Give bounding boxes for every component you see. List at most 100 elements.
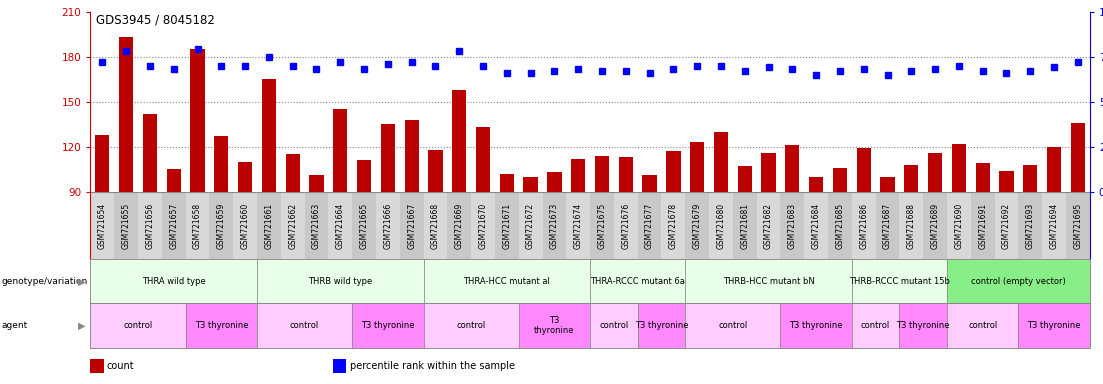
Bar [1065, 192, 1090, 259]
Text: T3 thyronine: T3 thyronine [897, 321, 950, 330]
Bar [852, 192, 876, 259]
Bar [757, 192, 781, 259]
Bar [214, 136, 228, 192]
Text: THRB-RCCC mutant 15b: THRB-RCCC mutant 15b [849, 277, 950, 286]
Bar [995, 192, 1018, 259]
Bar [785, 146, 800, 192]
Text: GSM721677: GSM721677 [645, 202, 654, 249]
Bar [261, 79, 276, 192]
Text: control: control [124, 321, 152, 330]
Bar [971, 192, 995, 259]
Bar [923, 192, 947, 259]
Bar [95, 135, 109, 192]
Bar [571, 159, 586, 192]
Text: GSM721658: GSM721658 [193, 202, 202, 249]
Text: GSM721684: GSM721684 [812, 202, 821, 249]
Text: control: control [718, 321, 748, 330]
Text: genotype/variation: genotype/variation [1, 277, 87, 286]
Bar [405, 120, 419, 192]
Bar [452, 90, 467, 192]
Bar [1071, 123, 1085, 192]
Text: T3 thyronine: T3 thyronine [361, 321, 415, 330]
Bar [662, 192, 685, 259]
Bar [619, 157, 633, 192]
Text: GSM721659: GSM721659 [217, 202, 226, 249]
Bar [880, 177, 895, 192]
Bar [352, 192, 376, 259]
Text: ▶: ▶ [78, 320, 85, 331]
Text: GSM721660: GSM721660 [240, 202, 249, 249]
Bar [304, 192, 329, 259]
Bar [761, 153, 775, 192]
Bar [975, 164, 989, 192]
Bar [424, 192, 448, 259]
Bar [119, 37, 133, 192]
Text: GSM721663: GSM721663 [312, 202, 321, 249]
Bar [690, 142, 705, 192]
Text: THRB-HCC mutant bN: THRB-HCC mutant bN [722, 277, 814, 286]
Bar [257, 192, 281, 259]
Text: GSM721668: GSM721668 [431, 202, 440, 249]
Bar [828, 192, 852, 259]
Text: control: control [290, 321, 319, 330]
Text: GSM721675: GSM721675 [598, 202, 607, 249]
Text: GSM721655: GSM721655 [121, 202, 130, 249]
Text: GSM721680: GSM721680 [717, 202, 726, 249]
Text: percentile rank within the sample: percentile rank within the sample [350, 361, 515, 371]
Text: GSM721667: GSM721667 [407, 202, 416, 249]
Text: GSM721665: GSM721665 [360, 202, 368, 249]
Text: GSM721682: GSM721682 [764, 203, 773, 248]
Text: control (empty vector): control (empty vector) [971, 277, 1065, 286]
Text: GSM721686: GSM721686 [859, 202, 868, 249]
Text: agent: agent [1, 321, 28, 330]
Bar [500, 174, 514, 192]
Bar [638, 192, 662, 259]
Text: THRA-HCC mutant al: THRA-HCC mutant al [463, 277, 550, 286]
Bar [428, 150, 442, 192]
Bar [448, 192, 471, 259]
Bar [376, 192, 399, 259]
Text: GSM721654: GSM721654 [98, 202, 107, 249]
Text: T3
thyronine: T3 thyronine [534, 316, 575, 335]
Bar [614, 192, 638, 259]
Text: GSM721664: GSM721664 [335, 202, 345, 249]
Bar [857, 148, 871, 192]
Text: THRA-RCCC mutant 6a: THRA-RCCC mutant 6a [590, 277, 685, 286]
Bar [309, 175, 323, 192]
Text: T3 thyronine: T3 thyronine [634, 321, 688, 330]
Bar [685, 192, 709, 259]
Text: GSM721673: GSM721673 [550, 202, 559, 249]
Bar [808, 177, 823, 192]
Bar [329, 192, 352, 259]
Bar [547, 172, 561, 192]
Bar [162, 192, 185, 259]
Bar [899, 192, 923, 259]
Bar [238, 162, 253, 192]
Text: GSM721666: GSM721666 [384, 202, 393, 249]
Bar [999, 171, 1014, 192]
Text: GSM721694: GSM721694 [1050, 202, 1059, 249]
Text: T3 thyronine: T3 thyronine [790, 321, 843, 330]
Bar [281, 192, 304, 259]
Bar [475, 127, 490, 192]
Bar [904, 165, 919, 192]
Text: GSM721676: GSM721676 [621, 202, 630, 249]
Bar [947, 192, 971, 259]
Text: GDS3945 / 8045182: GDS3945 / 8045182 [96, 13, 215, 26]
Text: ▶: ▶ [78, 276, 85, 286]
Bar [876, 192, 899, 259]
Bar [709, 192, 732, 259]
Text: GSM721669: GSM721669 [454, 202, 463, 249]
Bar [138, 192, 162, 259]
Text: GSM721695: GSM721695 [1073, 202, 1082, 249]
Bar [167, 169, 181, 192]
Text: GSM721678: GSM721678 [668, 202, 678, 249]
Bar [399, 192, 424, 259]
Bar [666, 151, 681, 192]
Bar [1018, 192, 1042, 259]
Text: T3 thyronine: T3 thyronine [194, 321, 248, 330]
Bar [524, 177, 538, 192]
Text: GSM721691: GSM721691 [978, 202, 987, 249]
Text: GSM721693: GSM721693 [1026, 202, 1035, 249]
Text: control: control [457, 321, 485, 330]
